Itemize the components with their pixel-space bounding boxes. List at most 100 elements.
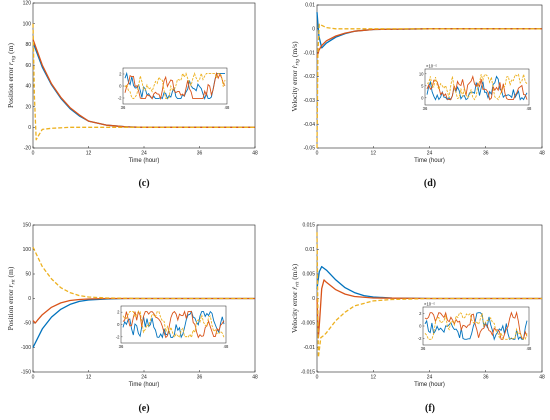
x-tick-label: 0	[316, 151, 319, 157]
x-tick-label: 36	[197, 151, 203, 157]
inset-zoom: 10 5 0 36 48 ×10⁻⁵	[419, 64, 532, 112]
inset-x-tick-label: 36	[119, 344, 124, 349]
panel-caption: (f)	[425, 403, 435, 414]
inset-trace-yellow	[122, 311, 225, 339]
y-tick-label: 40	[25, 84, 31, 90]
inset-y-tick-label: -2	[418, 336, 422, 341]
inset-y-tick-label: 2	[119, 72, 122, 77]
x-tick-label: 0	[316, 375, 319, 381]
y-tick-label: -50	[24, 321, 31, 327]
series-line-yellow	[32, 246, 255, 300]
x-tick-label: 0	[32, 375, 35, 381]
inset-y-tick-label: 10	[419, 71, 424, 76]
y-tick-label: 0	[312, 296, 315, 302]
x-tick-label: 12	[370, 151, 376, 157]
inset-zoom: 2 0 -2 36 48 ×10⁻⁵	[418, 302, 532, 352]
y-tick-label: -0.015	[301, 370, 315, 376]
inset-trace-blue	[124, 71, 225, 100]
y-axis-label: Velocity error ṙrtt (m/s)	[290, 263, 301, 333]
y-tick-label: 0.01	[305, 3, 315, 9]
chart-panel-d: 0 12 24 36 48 0.01 0 -0.01 -0.02 -0.03 -0.04 -0.05 T…	[290, 3, 545, 189]
y-tick-label: 60	[25, 63, 31, 69]
x-tick-label: 48	[539, 151, 545, 157]
y-tick-label: -0.03	[304, 98, 316, 104]
y-tick-label: 150	[23, 223, 32, 229]
series-line-red	[32, 39, 255, 128]
inset-y-tick-label: 5	[421, 83, 424, 88]
y-tick-label: 0	[28, 125, 31, 131]
inset-exponent-label: ×10⁻⁵	[424, 302, 435, 307]
x-axis-label: Time (hour)	[129, 382, 160, 388]
inset-trace-red	[122, 310, 225, 339]
y-tick-label: -0.05	[304, 146, 316, 152]
y-tick-label: -20	[24, 146, 31, 152]
y-tick-label: 0	[312, 27, 315, 33]
chart-panel-e: 0 12 24 36 48 150 100 50 0 -50 -100 -150 Time (hour)…	[6, 223, 258, 414]
x-tick-label: 48	[252, 151, 258, 157]
x-tick-label: 48	[539, 375, 545, 381]
series-line-red	[316, 279, 542, 339]
inset-y-tick-label: 0	[421, 95, 424, 100]
panel-caption: (c)	[138, 178, 149, 189]
y-tick-label: -0.01	[304, 50, 316, 56]
y-axis-label: Velocity error ṙrtg (m/s)	[290, 41, 301, 112]
inset-x-tick-label: 36	[423, 106, 428, 111]
x-tick-label: 12	[86, 151, 92, 157]
inset-trace-blue	[424, 312, 528, 341]
x-tick-label: 12	[86, 375, 92, 381]
y-tick-label: 0.015	[302, 223, 315, 229]
y-tick-label: -0.005	[301, 321, 315, 327]
x-tick-label: 24	[427, 375, 433, 381]
inset-y-tick-label: 2	[419, 311, 422, 316]
x-axis-label: Time (hour)	[414, 158, 445, 164]
y-tick-label: 0	[28, 296, 31, 302]
y-tick-label: -0.04	[304, 122, 316, 128]
y-tick-label: 120	[23, 1, 32, 7]
y-axis-label: Position error rrtg (m)	[6, 43, 17, 108]
y-tick-label: -100	[21, 345, 31, 351]
inset-x-tick-label: 48	[225, 105, 230, 110]
x-tick-label: 24	[141, 151, 147, 157]
inset-y-tick-label: 2	[117, 310, 120, 315]
inset-x-tick-label: 48	[224, 344, 229, 349]
inset-y-tick-label: -2	[118, 96, 122, 101]
inset-trace-red	[426, 75, 528, 101]
x-axis-label: Time (hour)	[414, 382, 445, 388]
y-tick-label: -150	[21, 370, 31, 376]
inset-x-tick-label: 48	[527, 346, 532, 351]
y-tick-label: 50	[25, 272, 31, 278]
y-tick-label: -0.01	[304, 345, 316, 351]
inset-zoom: 2 0 -2 36 48	[116, 305, 229, 349]
x-tick-label: 0	[32, 151, 35, 157]
inset-y-tick-label: -2	[116, 334, 120, 339]
y-tick-label: 20	[25, 104, 31, 110]
chart-panel-f: 0 12 24 36 48 0.015 0.01 0.005 0 -0.005 -0.01 -0.01…	[290, 223, 545, 414]
series-line-yellow	[316, 23, 542, 149]
inset-x-tick-label: 36	[121, 105, 126, 110]
inset-trace-yellow	[426, 73, 528, 101]
y-tick-label: 0.005	[302, 272, 315, 278]
inset-y-tick-label: 0	[119, 84, 122, 89]
x-tick-label: 48	[252, 375, 258, 381]
y-tick-label: 100	[23, 21, 32, 27]
y-tick-label: 100	[23, 247, 32, 253]
inset-zoom: 2 0 -2 36 48	[118, 67, 230, 110]
y-tick-label: -0.02	[304, 74, 316, 80]
x-tick-label: 36	[483, 375, 489, 381]
inset-exponent-label: ×10⁻⁵	[426, 64, 437, 69]
y-tick-label: 0.01	[305, 247, 315, 253]
inset-trace-yellow	[424, 312, 528, 340]
inset-frame	[424, 68, 530, 106]
x-tick-label: 24	[427, 151, 433, 157]
x-tick-label: 12	[370, 375, 376, 381]
x-tick-label: 36	[197, 375, 203, 381]
inset-x-tick-label: 36	[421, 346, 426, 351]
series-line-yellow	[32, 23, 255, 141]
inset-y-tick-label: 0	[117, 322, 120, 327]
inset-x-tick-label: 48	[527, 106, 532, 111]
y-tick-label: 80	[25, 42, 31, 48]
y-axis-label: Position error rrtt (m)	[6, 266, 17, 330]
x-tick-label: 24	[141, 375, 147, 381]
